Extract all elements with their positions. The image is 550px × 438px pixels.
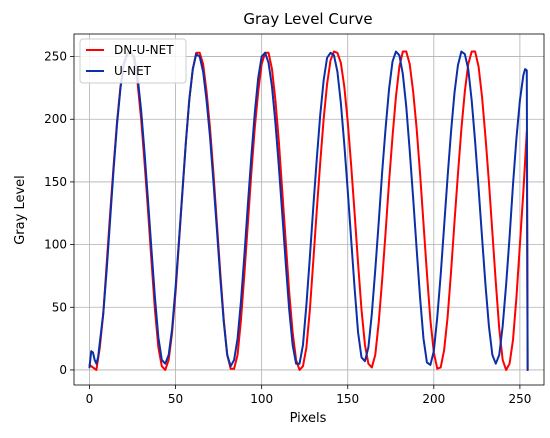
x-tick-label: 50 bbox=[168, 392, 183, 406]
x-tick-label: 200 bbox=[422, 392, 445, 406]
chart-title: Gray Level Curve bbox=[243, 10, 372, 28]
y-tick-label: 100 bbox=[44, 238, 67, 252]
y-tick-label: 150 bbox=[44, 175, 67, 189]
legend-box bbox=[79, 38, 187, 84]
x-tick-label: 0 bbox=[86, 392, 94, 406]
series-layer bbox=[88, 50, 529, 371]
series-line-u-net bbox=[88, 50, 529, 371]
legend: DN-U-NET U-NET bbox=[79, 38, 187, 84]
y-tick-label: 200 bbox=[44, 112, 67, 126]
y-axis-title: Gray Level bbox=[13, 175, 28, 245]
y-tick-label: 250 bbox=[44, 50, 67, 64]
y-tick-label: 0 bbox=[59, 363, 67, 377]
axis-ticks: 0 50 100 150 200 250 0 50 100 150 200 250 bbox=[44, 50, 531, 406]
x-tick-label: 100 bbox=[250, 392, 273, 406]
legend-label-dn-u-net: DN-U-NET bbox=[114, 43, 174, 57]
series-line-dn-u-net bbox=[88, 50, 529, 371]
grid bbox=[74, 34, 544, 385]
y-tick-label: 50 bbox=[52, 300, 67, 314]
x-tick-label: 250 bbox=[508, 392, 531, 406]
x-axis-title: Pixels bbox=[290, 411, 327, 426]
plot-frame bbox=[73, 33, 545, 386]
x-tick-label: 150 bbox=[336, 392, 359, 406]
legend-label-u-net: U-NET bbox=[114, 64, 152, 78]
